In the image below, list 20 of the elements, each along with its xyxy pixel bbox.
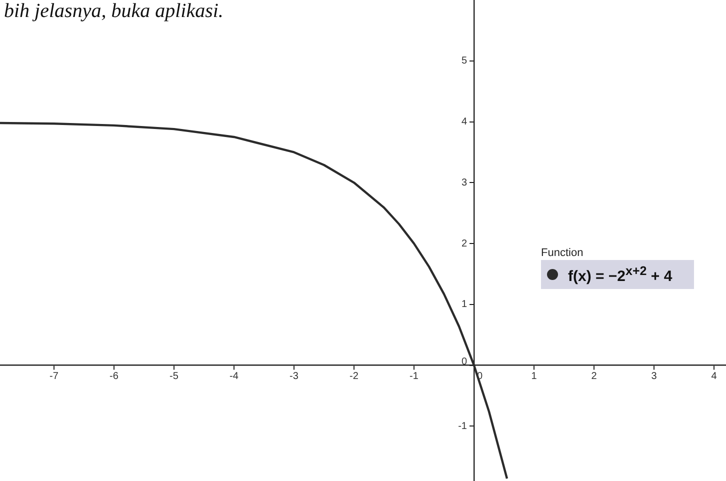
x-tick-label: -6 (110, 371, 119, 382)
y-tick-label: 2 (461, 238, 468, 250)
x-tick-label: 3 (651, 371, 658, 382)
x-tick-label: -4 (230, 371, 239, 382)
x-tick-label: -1 (410, 371, 419, 382)
y-tick-label: 5 (461, 56, 468, 67)
legend-title: Function (541, 247, 584, 259)
y-tick-label: 1 (461, 299, 468, 310)
x-tick-label: -2 (350, 371, 359, 382)
x-tick-label: -5 (170, 371, 179, 382)
annotation: bih jelasnya, buka aplikasi. (4, 0, 224, 23)
y-tick-label: 3 (461, 177, 468, 188)
y-tick-label: 4 (461, 116, 468, 128)
x-tick-label: -7 (50, 371, 59, 382)
legend-label: f(x) = −2$^{x+2}$ + 4 (568, 264, 672, 285)
y-tick-label: -1 (458, 420, 468, 432)
x-tick-label: 4 (711, 371, 718, 382)
x-tick-label: -3 (290, 371, 299, 382)
x-tick-label: 1 (531, 371, 538, 382)
x-tick-label: 2 (591, 371, 598, 382)
